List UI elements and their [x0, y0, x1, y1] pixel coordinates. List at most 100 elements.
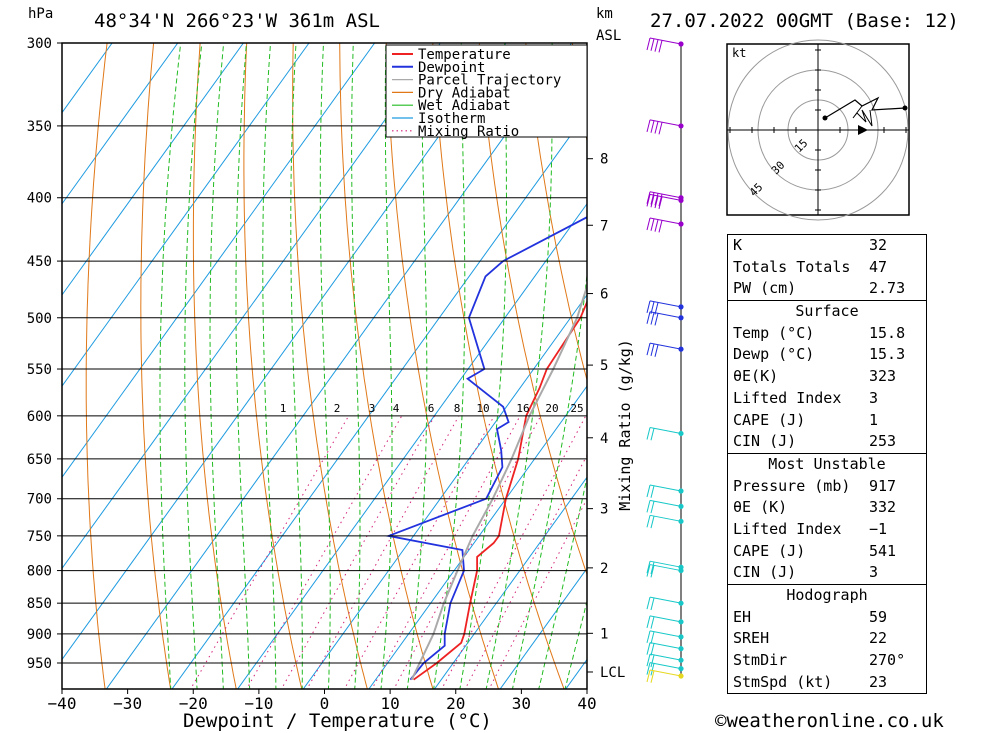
dry-adiabat — [432, 43, 565, 689]
wind-barb — [646, 426, 682, 441]
barb-flag — [650, 38, 655, 51]
header-hpa: hPa — [28, 6, 54, 22]
barb-flag — [650, 515, 655, 529]
barb-flag — [646, 37, 651, 51]
barb-flag — [654, 313, 659, 326]
barb-shaft — [649, 514, 682, 522]
wind-barb — [646, 653, 682, 668]
table-value: 541 — [869, 541, 897, 560]
barb-shaft — [649, 37, 682, 45]
hodograph-trace — [852, 105, 873, 127]
dry-adiabat — [292, 43, 368, 689]
barb-flag — [650, 218, 655, 231]
dry-adiabat — [525, 43, 587, 382]
wind-barb — [646, 514, 682, 529]
table-value: 15.3 — [869, 345, 906, 364]
dry-adiabat — [192, 43, 237, 689]
barb-shaft — [649, 662, 682, 670]
indices-most-unstable: Most Unstable Pressure (mb) 917 θE (K) 332 Li… — [727, 452, 927, 584]
mixing-ratio-label: 16 — [516, 402, 529, 415]
km-tick-label: 7 — [600, 218, 608, 234]
barb-station-dot — [678, 518, 684, 524]
chart-axes: 1 2 3 4 6 8 10 16 20 2530035040045050055060065070… — [27, 36, 634, 713]
dry-adiabat — [985, 25, 1000, 691]
barb-flag — [650, 643, 655, 656]
table-label: Totals Totals — [733, 257, 851, 276]
table-section-title: Surface — [795, 302, 859, 321]
barb-flag — [654, 121, 659, 134]
wind-barb — [646, 37, 682, 53]
legend-item: Mixing Ratio — [418, 124, 519, 140]
table-row: CAPE (J) 1 — [728, 410, 926, 432]
legend-item: Dry Adiabat — [418, 85, 511, 101]
table-row: Lifted Index 3 — [728, 388, 926, 410]
hodograph-trace — [824, 96, 906, 119]
table-label: PW (cm) — [733, 279, 797, 298]
barb-flag — [650, 561, 655, 575]
hodograph-point — [822, 115, 828, 121]
isotherm-line — [302, 294, 587, 689]
isotherm-line — [237, 202, 587, 689]
table-row: Temp (°C) 15.8 — [728, 323, 926, 345]
table-row: Pressure (mb) 917 — [728, 476, 926, 498]
table-value: 3 — [869, 388, 879, 407]
indices-surface: Surface Temp (°C) 15.8 Dewp (°C) 15.3 θE(K) 32… — [727, 300, 927, 453]
isotherm-line — [105, 43, 572, 689]
table-row: StmSpd (kt) 23 — [728, 672, 926, 694]
barb-station-dot — [678, 666, 684, 672]
table-row: SREH 22 — [728, 628, 926, 650]
barb-shaft — [649, 426, 682, 434]
table-label: θE (K) — [733, 498, 788, 517]
table-row: EH 59 — [728, 607, 926, 629]
wind-barb — [646, 662, 682, 676]
pressure-tick-label: 850 — [27, 596, 52, 612]
wind-barb — [646, 642, 682, 656]
km-tick-label: 3 — [600, 502, 608, 518]
table-label: Dewp (°C) — [733, 345, 815, 364]
barb-shaft — [649, 217, 682, 225]
barb-flag — [650, 192, 655, 205]
pressure-tick-label: 300 — [27, 36, 52, 52]
mixing-ratio-axis-label: Mixing Ratio (g/kg) — [616, 339, 634, 511]
barb-flag — [650, 654, 655, 668]
table-label: StmSpd (kt) — [733, 672, 833, 691]
pressure-tick-label: 350 — [27, 119, 52, 135]
wet-adiabat — [485, 43, 553, 689]
temp-tick-label: −40 — [48, 694, 77, 713]
table-value: 3 — [869, 563, 879, 582]
barb-station-dot — [678, 600, 684, 606]
table-row: CIN (J) 3 — [728, 562, 926, 584]
table-value: −1 — [869, 519, 888, 538]
isotherm-line — [433, 476, 587, 689]
barb-shaft — [649, 300, 682, 308]
table-value: 22 — [869, 629, 888, 648]
table-label: CAPE (J) — [733, 541, 806, 560]
dry-adiabat — [478, 43, 587, 576]
legend-item: Isotherm — [418, 111, 485, 127]
legend-item: Parcel Trajectory — [418, 73, 561, 89]
wet-adiabat — [159, 43, 182, 689]
barb-flag — [654, 195, 659, 209]
table-label: K — [733, 236, 743, 254]
barb-shaft — [649, 499, 682, 507]
wind-barb — [646, 217, 682, 233]
table-row: K 32 — [728, 235, 926, 257]
table-value: 23 — [869, 672, 888, 691]
isotherm-line — [62, 43, 376, 479]
barb-flag — [646, 194, 651, 207]
pressure-tick-label: 750 — [27, 529, 52, 545]
table-row: θE(K) 323 — [728, 366, 926, 388]
barb-flag — [646, 654, 651, 667]
barb-flag — [646, 515, 651, 528]
table-value: 32 — [869, 236, 888, 254]
header-datetime: 27.07.2022 00GMT (Base: 12) — [650, 10, 959, 32]
isotherm-line — [62, 43, 507, 661]
barb-flag — [646, 500, 651, 513]
temp-tick-label: −30 — [113, 694, 142, 713]
mixing-ratio-label: 1 — [280, 402, 287, 415]
barb-flag — [646, 669, 651, 683]
wind-barb — [646, 560, 682, 575]
dry-adiabat — [385, 43, 499, 689]
header-km: km — [596, 6, 613, 22]
